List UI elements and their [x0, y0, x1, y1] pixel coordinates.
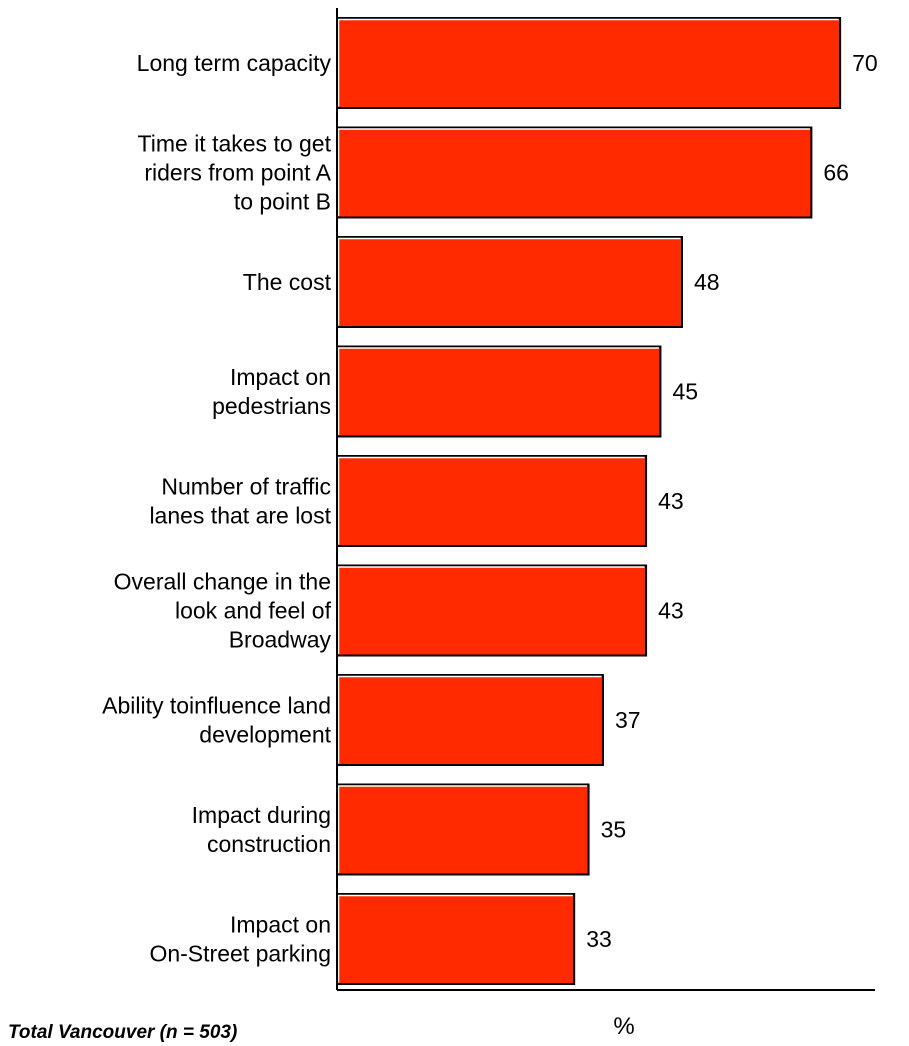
bar-highlight — [337, 566, 645, 654]
category-label-line: look and feel of — [175, 598, 332, 624]
bar — [336, 674, 604, 766]
value-label: 70 — [852, 50, 878, 76]
bar — [336, 455, 648, 547]
category-label-line: Long term capacity — [137, 50, 332, 76]
bar-highlight — [337, 785, 588, 873]
value-label: 33 — [586, 926, 612, 952]
value-label: 43 — [658, 488, 684, 514]
category-label: The cost — [243, 269, 332, 295]
bar-highlight — [337, 128, 810, 216]
bar — [336, 236, 683, 328]
value-label: 43 — [658, 598, 684, 624]
bar — [336, 564, 648, 657]
category-label-line: Impact during — [192, 802, 331, 828]
category-label-line: Number of traffic — [161, 474, 331, 500]
bar — [336, 345, 662, 438]
bar-highlight — [337, 675, 602, 764]
category-label-line: Ability toinfluence land — [102, 693, 331, 719]
bar — [336, 17, 842, 109]
category-label-line: Broadway — [229, 627, 332, 653]
bar-highlight — [337, 18, 839, 107]
category-label-line: lanes that are lost — [149, 503, 331, 529]
category-label: Impact on pedestrians — [212, 364, 331, 419]
category-label: Ability toinfluence land development — [102, 693, 331, 748]
bar-highlight — [337, 237, 681, 326]
category-label-line: to point B — [234, 189, 331, 215]
bars-group — [336, 17, 842, 985]
value-label: 66 — [823, 160, 849, 186]
bar — [336, 126, 813, 219]
bar-highlight — [337, 347, 659, 435]
value-label: 45 — [672, 379, 698, 405]
category-label-line: On-Street parking — [149, 941, 331, 967]
category-label: Time it takes to get riders from point A t… — [138, 131, 332, 215]
category-label-line: pedestrians — [212, 393, 331, 419]
category-label-line: Impact on — [230, 912, 331, 938]
category-label: Long term capacity — [137, 50, 332, 76]
category-label: Number of traffic lanes that are lost — [149, 474, 331, 529]
footnote-sample-size: Total Vancouver (n = 503) — [8, 1022, 237, 1043]
value-label: 48 — [694, 269, 720, 295]
category-label-line: Time it takes to get — [138, 131, 332, 157]
category-label-line: riders from point A — [144, 160, 331, 186]
category-label: Impact on On-Street parking — [149, 912, 331, 967]
x-axis-unit-label: % — [613, 1013, 634, 1040]
value-label: 37 — [615, 707, 641, 733]
bar — [336, 783, 590, 876]
bar-highlight — [337, 456, 645, 545]
category-label-line: construction — [207, 831, 331, 857]
value-labels-group: 70 66 48 45 43 43 37 35 33 — [586, 50, 878, 952]
value-label: 35 — [601, 817, 627, 843]
category-label-line: The cost — [243, 269, 332, 295]
category-label: Impact during construction — [192, 802, 331, 857]
category-labels-group: Long term capacity Time it takes to get ri… — [102, 50, 332, 967]
category-label-line: Impact on — [230, 364, 331, 390]
bar — [336, 893, 576, 985]
bar-highlight — [337, 894, 573, 983]
category-label-line: development — [199, 722, 331, 748]
category-label: Overall change in the look and feel of Bro… — [114, 569, 332, 653]
category-label-line: Overall change in the — [114, 569, 331, 595]
